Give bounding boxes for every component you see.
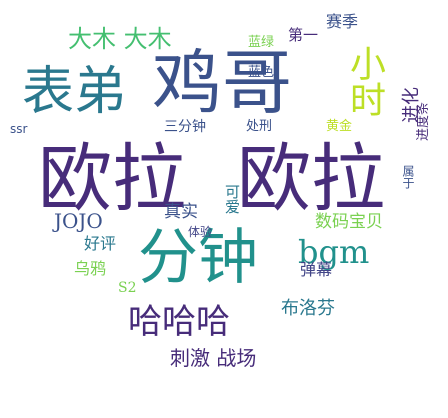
word-jojo: JOJO	[54, 209, 103, 233]
word-danmu: 弹幕	[300, 260, 333, 279]
word-chuxing: 处刑	[246, 119, 273, 134]
word-biaodi: 表弟	[22, 62, 127, 122]
word-wuya: 乌鸦	[74, 259, 107, 278]
word-lanse: 蓝色	[248, 65, 275, 80]
word-lanlv: 蓝绿	[248, 35, 275, 50]
word-shuyu: 属于	[401, 165, 415, 189]
word-haoping: 好评	[84, 234, 117, 253]
word-jindutiao: 进度条	[416, 101, 432, 142]
word-fenzhong: 分钟	[138, 223, 258, 293]
word-s2: S2	[118, 280, 137, 296]
word-shumabaobei: 数码宝贝	[315, 212, 383, 232]
word-diyi: 第一	[288, 26, 319, 44]
word-hahaha: 哈哈哈	[128, 302, 230, 342]
word-bgm: bgm	[298, 233, 370, 271]
word-oula-right: 欧拉	[237, 136, 385, 222]
word-ciji-zhanchang: 刺激 战场	[170, 346, 257, 370]
word-huangjin: 黄金	[326, 119, 353, 134]
word-sanfenzhong: 三分钟	[164, 119, 206, 135]
word-xiaoshi: 小时	[344, 45, 385, 117]
word-zhenshi: 真实	[164, 202, 198, 222]
word-oula-left: 欧拉	[38, 136, 186, 222]
word-damu: 大木 大木	[68, 25, 172, 53]
word-tiyan: 体验	[188, 225, 213, 239]
word-saiji: 赛季	[326, 12, 359, 31]
word-buluofen: 布洛芬	[281, 298, 335, 319]
word-jige: 鸡哥	[152, 42, 292, 124]
word-ssr: ssr	[10, 122, 28, 136]
word-keai: 可爱	[223, 184, 241, 214]
